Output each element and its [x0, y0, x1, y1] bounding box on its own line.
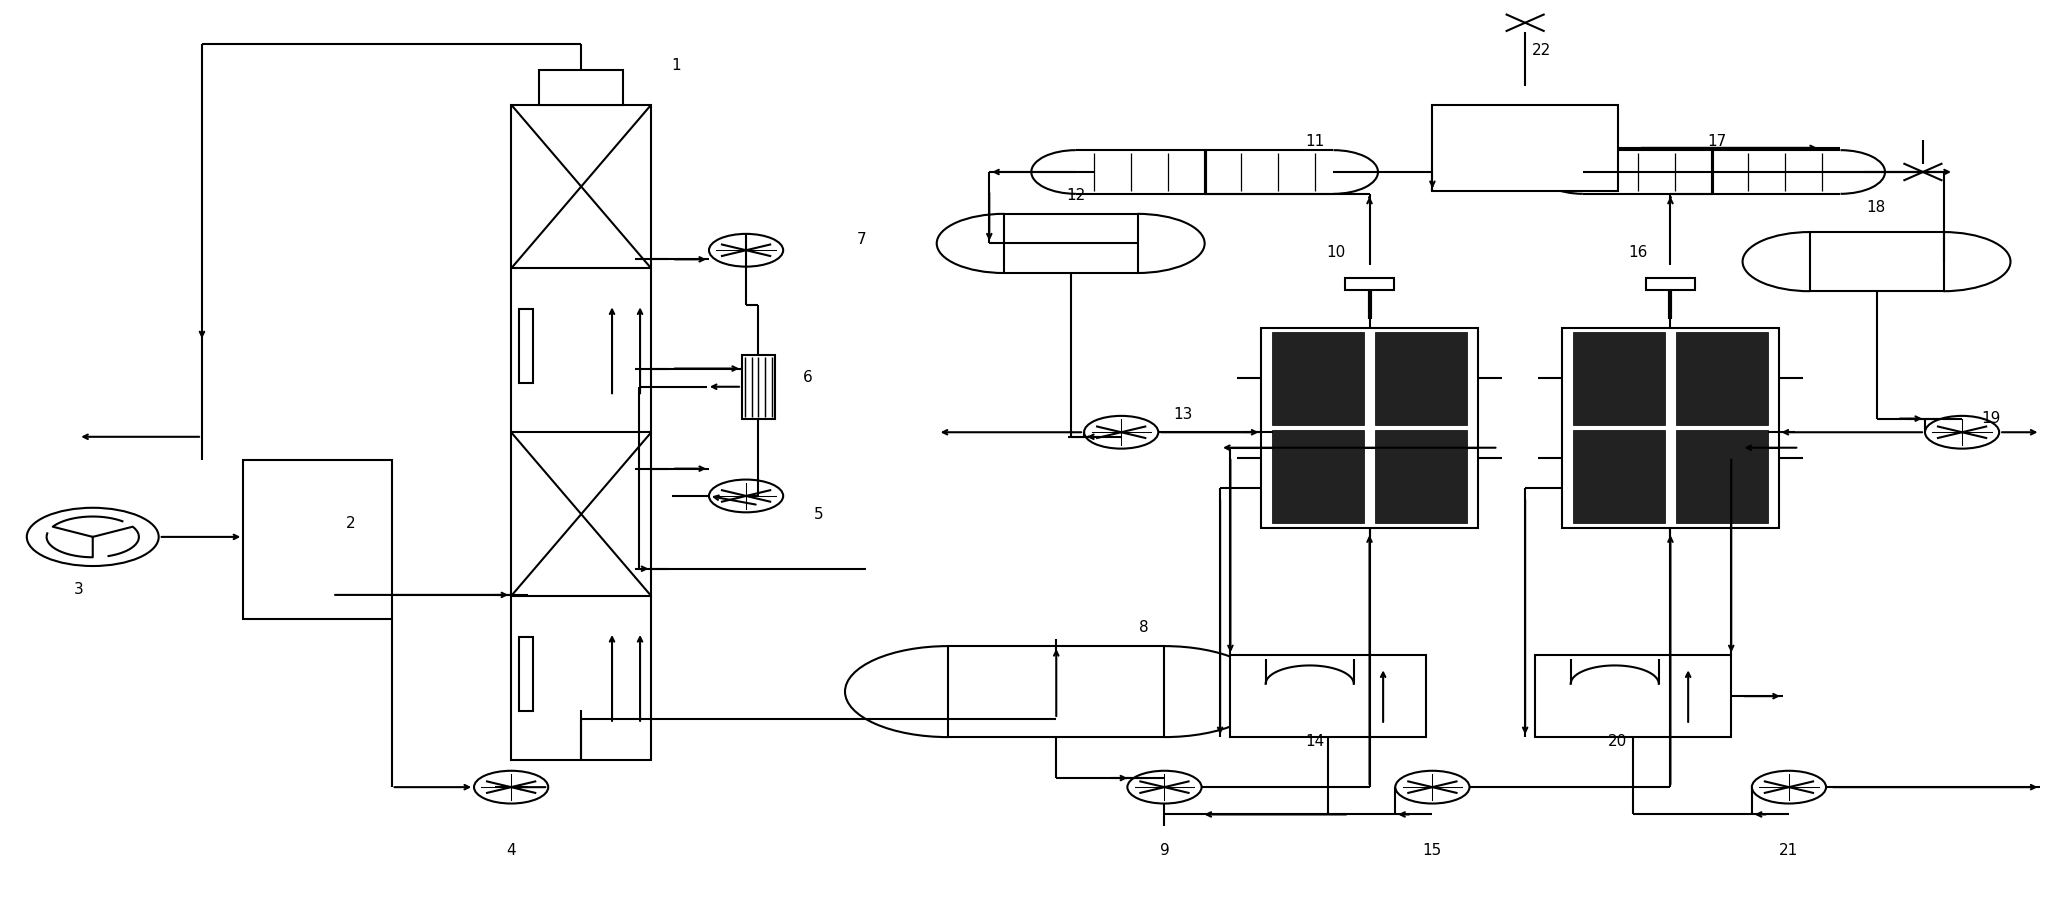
- Bar: [519, 309, 534, 383]
- Text: 4: 4: [507, 844, 515, 858]
- Bar: [1432, 105, 1618, 191]
- Text: 16: 16: [1628, 246, 1649, 260]
- Text: 7: 7: [857, 232, 866, 247]
- Text: 5: 5: [814, 507, 822, 521]
- Circle shape: [1127, 771, 1202, 804]
- Bar: [519, 637, 534, 711]
- Text: 11: 11: [1305, 134, 1325, 148]
- Text: 18: 18: [1865, 200, 1886, 215]
- Circle shape: [27, 508, 159, 566]
- Text: 1: 1: [672, 58, 680, 73]
- Circle shape: [1395, 771, 1469, 804]
- Bar: [1676, 430, 1768, 523]
- Bar: [1261, 328, 1478, 528]
- Text: 6: 6: [804, 370, 812, 385]
- Bar: [1344, 278, 1393, 290]
- Text: 12: 12: [1066, 188, 1086, 203]
- Text: 20: 20: [1608, 734, 1628, 749]
- Bar: [1676, 332, 1768, 426]
- Text: 2: 2: [346, 516, 354, 531]
- Circle shape: [1752, 771, 1826, 804]
- Circle shape: [709, 234, 783, 267]
- Bar: [1810, 232, 1944, 291]
- Circle shape: [474, 771, 548, 804]
- Bar: [243, 460, 392, 619]
- Text: 9: 9: [1160, 844, 1169, 858]
- Circle shape: [709, 480, 783, 512]
- Bar: [948, 646, 1164, 737]
- Text: 13: 13: [1173, 407, 1193, 421]
- Bar: [540, 70, 622, 105]
- Text: 3: 3: [74, 582, 82, 597]
- Text: 21: 21: [1779, 844, 1799, 858]
- Bar: [1272, 430, 1364, 523]
- Bar: [1375, 430, 1467, 523]
- Bar: [1562, 328, 1779, 528]
- Text: 22: 22: [1531, 43, 1552, 57]
- Bar: [1230, 655, 1426, 737]
- Bar: [1573, 430, 1665, 523]
- Bar: [742, 355, 775, 419]
- Bar: [1375, 332, 1467, 426]
- Text: 8: 8: [1140, 621, 1148, 635]
- Bar: [1573, 332, 1665, 426]
- Bar: [1535, 655, 1731, 737]
- Text: 17: 17: [1707, 134, 1727, 148]
- Bar: [511, 105, 651, 760]
- Bar: [1645, 278, 1694, 290]
- Text: 14: 14: [1305, 734, 1325, 749]
- Bar: [1004, 214, 1138, 273]
- Text: 19: 19: [1981, 411, 2001, 426]
- Text: 15: 15: [1422, 844, 1443, 858]
- Circle shape: [1925, 416, 1999, 449]
- Text: 10: 10: [1325, 246, 1346, 260]
- Circle shape: [1084, 416, 1158, 449]
- Bar: [1272, 332, 1364, 426]
